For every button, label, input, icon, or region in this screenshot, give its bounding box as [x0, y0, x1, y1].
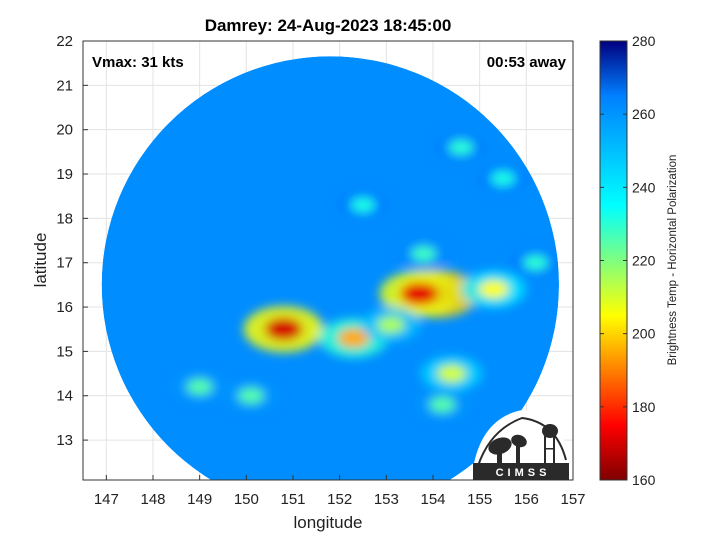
x-tick-label: 153 [374, 491, 399, 508]
y-tick-label: 13 [56, 432, 73, 449]
y-tick-label: 21 [56, 77, 73, 94]
x-tick-label: 149 [187, 491, 212, 508]
cimss-logo: CIMSS [473, 410, 569, 480]
chart-title: Damrey: 24-Aug-2023 18:45:00 [205, 16, 452, 35]
colorbar-tick-label: 220 [632, 253, 656, 269]
x-tick-label: 152 [327, 491, 352, 508]
time-away-annotation: 00:53 away [487, 54, 567, 71]
x-tick-label: 154 [420, 491, 445, 508]
x-axis-label: longitude [293, 513, 362, 532]
feature-core [400, 282, 438, 306]
logo-arc-icon [477, 416, 567, 467]
colorbar-tick-label: 240 [632, 179, 656, 195]
feature-core [523, 255, 549, 271]
x-tick-label: 155 [467, 491, 492, 508]
x-tick-label: 150 [234, 491, 259, 508]
colorbar-label: Brightness Temp - Horizontal Polarizatio… [667, 155, 679, 366]
x-axis-ticks: 147 148 149 150 151 152 153 154 155 156 157 [94, 475, 586, 508]
water-tower-icon [542, 424, 558, 464]
y-axis-ticks: 13 14 15 16 17 18 19 20 21 22 [56, 33, 88, 449]
x-tick-label: 148 [140, 491, 165, 508]
feature-core [448, 139, 474, 156]
feature-core [437, 364, 467, 383]
logo-text: CIMSS [496, 467, 551, 479]
y-tick-label: 22 [56, 33, 73, 50]
vmax-annotation: Vmax: 31 kts [92, 54, 184, 71]
y-tick-label: 20 [56, 122, 73, 139]
colorbar-ticks: 160 180 200 220 240 260 280 [600, 33, 656, 488]
colorbar-tick-label: 280 [632, 33, 656, 49]
feature-core [490, 170, 516, 186]
logo-text-bar [473, 463, 569, 480]
y-tick-label: 17 [56, 255, 73, 272]
colorbar-tick-label: 160 [632, 472, 656, 488]
feature-core [264, 317, 303, 341]
feature-core [429, 396, 456, 413]
y-axis-label: latitude [31, 233, 50, 288]
convection-features [172, 132, 560, 421]
feature-core [337, 328, 370, 349]
feature-core [186, 378, 213, 395]
x-tick-label: 151 [280, 491, 305, 508]
plot-frame [82, 40, 574, 481]
feature-core [478, 280, 509, 299]
feature-core [350, 197, 376, 213]
x-tick-label: 156 [514, 491, 539, 508]
x-tick-label: 147 [94, 491, 119, 508]
x-tick-label: 157 [560, 491, 585, 508]
y-tick-label: 19 [56, 166, 73, 183]
colorbar-tick-label: 260 [632, 106, 656, 122]
brightness-swath [101, 56, 560, 480]
y-tick-label: 14 [56, 388, 73, 405]
colorbar-tick-label: 200 [632, 326, 656, 342]
y-tick-label: 15 [56, 343, 73, 360]
feature-core [410, 246, 437, 262]
satellite-dish-icon [488, 434, 527, 464]
colorbar [599, 40, 628, 481]
y-tick-label: 16 [56, 299, 73, 316]
y-tick-label: 18 [56, 210, 73, 227]
colorbar-tick-label: 180 [632, 399, 656, 415]
feature-core [238, 387, 264, 404]
feature-core [376, 316, 406, 334]
